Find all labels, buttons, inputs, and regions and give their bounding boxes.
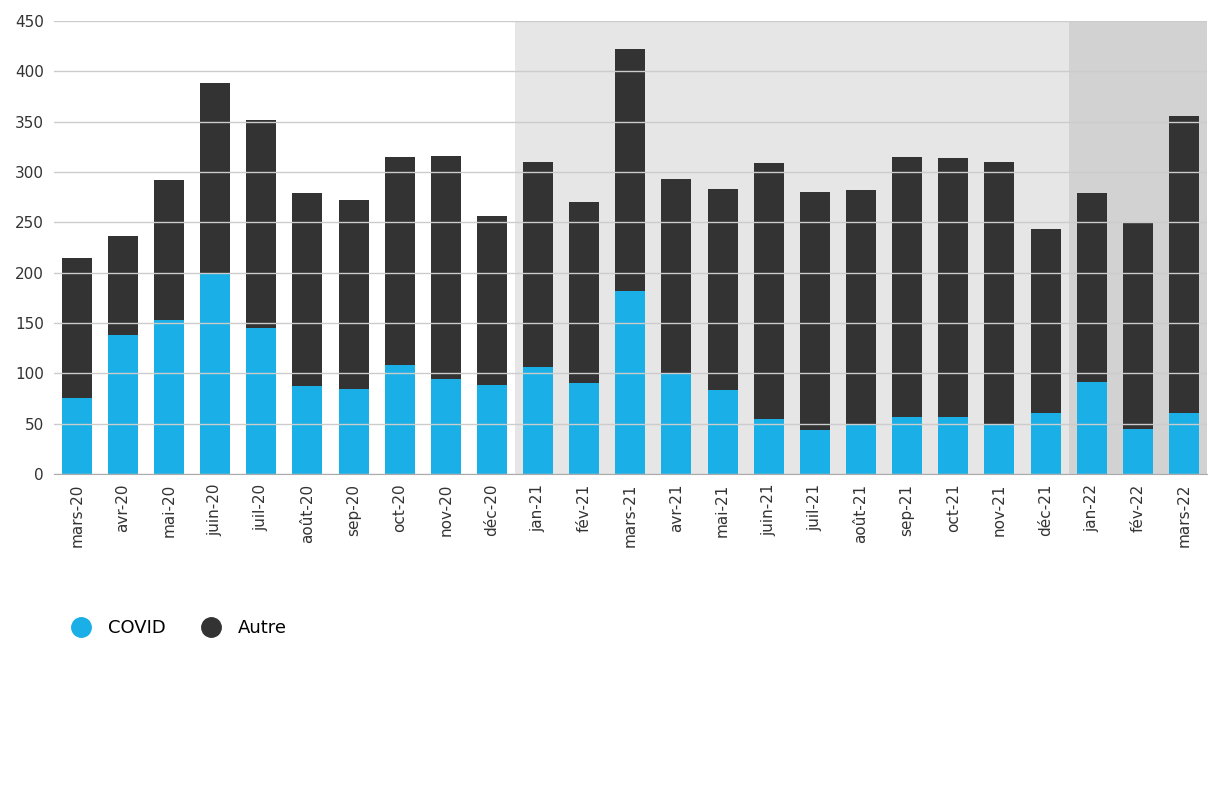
Bar <box>431 156 461 379</box>
Bar <box>154 320 185 474</box>
Bar <box>385 157 414 365</box>
Bar <box>800 192 830 430</box>
Bar <box>938 158 968 416</box>
Bar <box>569 202 599 383</box>
Bar <box>200 273 230 474</box>
Bar <box>800 430 830 474</box>
Bar <box>523 162 554 367</box>
Bar <box>1068 21 1207 474</box>
Bar <box>1123 224 1152 429</box>
Bar <box>846 423 876 474</box>
Bar <box>754 419 783 474</box>
Bar <box>514 21 1068 474</box>
Bar <box>892 416 923 474</box>
Legend: COVID, Autre: COVID, Autre <box>62 619 287 637</box>
Bar <box>1030 229 1061 413</box>
Bar <box>1169 413 1199 474</box>
Bar <box>708 390 738 474</box>
Bar <box>892 157 923 416</box>
Bar <box>62 258 92 398</box>
Bar <box>108 335 138 474</box>
Bar <box>54 21 514 474</box>
Bar <box>292 193 323 386</box>
Bar <box>1123 429 1152 474</box>
Bar <box>985 162 1014 423</box>
Bar <box>1030 413 1061 474</box>
Bar <box>661 374 692 474</box>
Bar <box>154 180 185 320</box>
Bar <box>1077 382 1107 474</box>
Bar <box>1077 193 1107 382</box>
Bar <box>616 49 645 291</box>
Bar <box>938 416 968 474</box>
Bar <box>62 398 92 474</box>
Bar <box>661 179 692 374</box>
Bar <box>338 389 369 474</box>
Bar <box>292 386 323 474</box>
Bar <box>708 189 738 390</box>
Bar <box>569 383 599 474</box>
Bar <box>247 119 276 328</box>
Bar <box>431 379 461 474</box>
Bar <box>108 236 138 335</box>
Bar <box>247 328 276 474</box>
Bar <box>616 291 645 474</box>
Bar <box>200 84 230 273</box>
Bar <box>754 163 783 419</box>
Bar <box>523 367 554 474</box>
Bar <box>385 365 414 474</box>
Bar <box>1169 115 1199 413</box>
Bar <box>985 423 1014 474</box>
Bar <box>477 216 507 386</box>
Bar <box>338 200 369 389</box>
Bar <box>846 190 876 423</box>
Bar <box>477 386 507 474</box>
